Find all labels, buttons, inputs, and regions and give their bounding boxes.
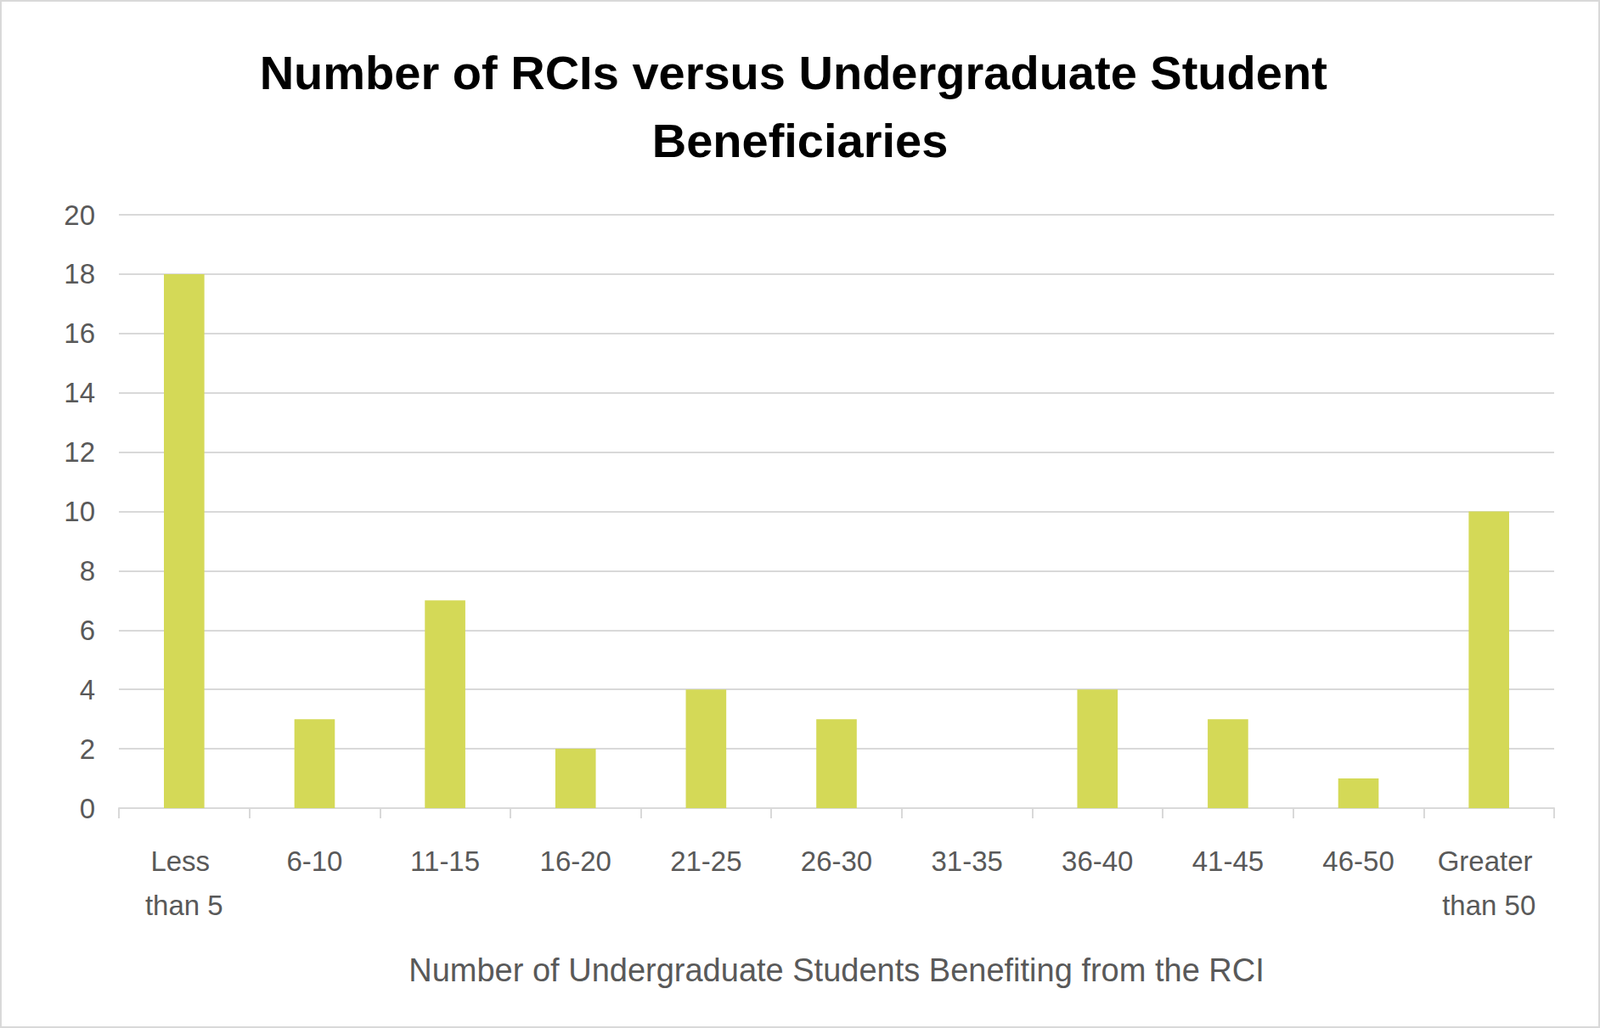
svg-text:6-10: 6-10 — [286, 845, 343, 878]
svg-text:10: 10 — [63, 495, 96, 528]
svg-text:4: 4 — [79, 674, 96, 706]
svg-text:14: 14 — [63, 377, 96, 409]
svg-text:16: 16 — [63, 317, 96, 350]
svg-text:36-40: 36-40 — [1061, 845, 1133, 878]
svg-text:than 5: than 5 — [145, 890, 224, 922]
svg-text:12: 12 — [63, 436, 96, 468]
svg-text:Less: Less — [150, 845, 218, 878]
svg-text:Beneficiaries: Beneficiaries — [652, 113, 949, 168]
svg-text:20: 20 — [63, 199, 96, 231]
svg-text:Greater: Greater — [1437, 845, 1541, 878]
svg-text:46-50: 46-50 — [1322, 845, 1394, 878]
svg-text:21-25: 21-25 — [670, 845, 742, 878]
svg-text:41-45: 41-45 — [1192, 845, 1264, 878]
svg-text:0: 0 — [79, 793, 96, 825]
svg-text:2: 2 — [79, 733, 96, 766]
svg-text:16-20: 16-20 — [540, 845, 612, 878]
svg-text:Number of RCIs versus Undergra: Number of RCIs versus Undergraduate Stud… — [259, 45, 1341, 100]
svg-text:than 50: than 50 — [1442, 890, 1536, 922]
svg-text:8: 8 — [79, 555, 96, 587]
svg-text:26-30: 26-30 — [800, 845, 873, 878]
svg-text:6: 6 — [79, 614, 96, 647]
svg-text:11-15: 11-15 — [410, 845, 480, 878]
svg-text:31-35: 31-35 — [930, 845, 1003, 878]
svg-text:Number of Undergraduate Studen: Number of Undergraduate Students Benefit… — [408, 952, 1265, 989]
svg-text:18: 18 — [63, 258, 96, 290]
